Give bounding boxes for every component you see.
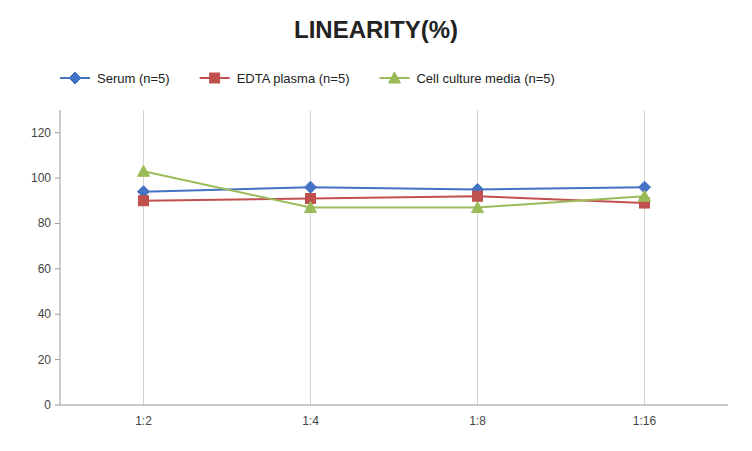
y-tick xyxy=(55,268,60,269)
x-tick-label: 1:4 xyxy=(302,414,319,428)
y-tick-label: 120 xyxy=(31,126,51,140)
legend-label: Serum (n=5) xyxy=(97,71,170,86)
grid-line xyxy=(477,110,478,405)
y-tick xyxy=(55,359,60,360)
axes: 0 20 40 60 80 100 120 1:2 1:4 1:8 1:16 xyxy=(31,110,728,428)
y-tick xyxy=(55,178,60,179)
legend-item: Serum (n=5) xyxy=(60,71,170,86)
legend-marker xyxy=(388,72,400,83)
y-tick xyxy=(55,405,60,406)
grid-line xyxy=(310,110,311,405)
y-tick xyxy=(55,132,60,133)
legend-marker xyxy=(210,73,220,83)
legend-item: Cell culture media (n=5) xyxy=(379,71,554,86)
title: LINEARITY(%) xyxy=(294,16,458,43)
marker xyxy=(472,202,484,213)
marker xyxy=(473,191,483,201)
y-tick-label: 60 xyxy=(38,262,52,276)
chart: LINEARITY(%) 0 20 40 60 80 100 120 1:2 1:4 1:8 1:16… xyxy=(0,0,752,451)
grid-line xyxy=(644,110,645,405)
legend-label: EDTA plasma (n=5) xyxy=(237,71,350,86)
marker xyxy=(305,181,317,193)
y-tick-label: 20 xyxy=(38,353,52,367)
series-group xyxy=(138,165,651,212)
y-tick xyxy=(55,314,60,315)
x-tick-label: 1:8 xyxy=(469,414,486,428)
y-tick xyxy=(55,223,60,224)
grid-line xyxy=(143,110,144,405)
y-axis-line xyxy=(60,110,61,405)
x-tick-label: 1:16 xyxy=(633,414,657,428)
series xyxy=(139,191,650,208)
y-tick-label: 80 xyxy=(38,216,52,230)
marker xyxy=(639,190,651,201)
marker xyxy=(305,202,317,213)
marker xyxy=(139,196,149,206)
y-tick-label: 0 xyxy=(44,398,51,412)
grid xyxy=(144,110,645,405)
legend-item: EDTA plasma (n=5) xyxy=(200,71,350,86)
legend-marker xyxy=(69,72,81,84)
y-tick-label: 40 xyxy=(38,307,52,321)
y-tick-label: 100 xyxy=(31,171,51,185)
x-tick-label: 1:2 xyxy=(135,414,152,428)
x-axis-line xyxy=(60,405,728,406)
series xyxy=(138,181,651,198)
legend: Serum (n=5) EDTA plasma (n=5) Cell culture… xyxy=(60,71,555,86)
series xyxy=(138,165,651,212)
line xyxy=(144,171,645,207)
marker xyxy=(138,165,150,176)
legend-label: Cell culture media (n=5) xyxy=(416,71,554,86)
page: {"chart_data": {"type": "line", "title":… xyxy=(0,0,752,451)
